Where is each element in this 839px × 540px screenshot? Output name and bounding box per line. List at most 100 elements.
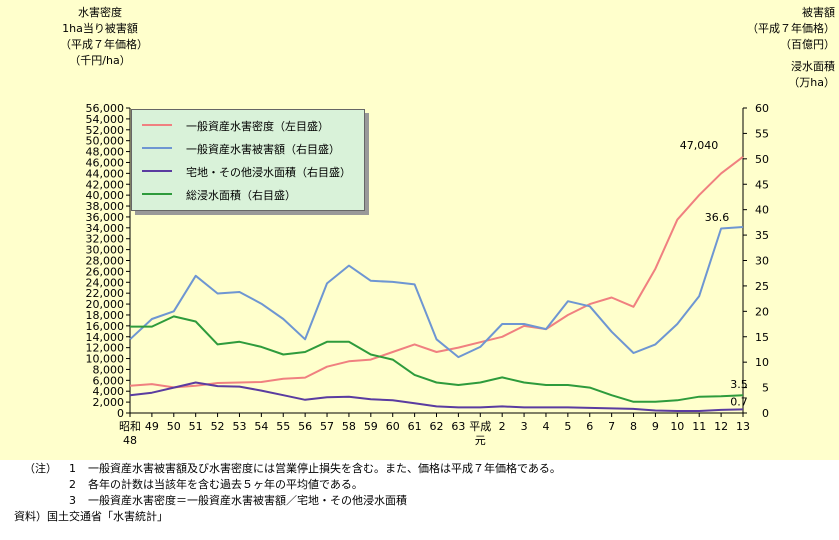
series-line-2 xyxy=(129,226,744,359)
y-right-tick-label: 30 xyxy=(755,255,769,268)
x-tick-label: 52 xyxy=(211,420,225,433)
x-tick-label: 昭和 xyxy=(119,420,141,433)
x-tick-label: 13 xyxy=(736,420,750,433)
data-label: 0.7 xyxy=(730,395,748,408)
footnotes: （注） 1 一般資産水害被害額及び水害密度には営業停止損失を含む。また、価格は平… xyxy=(0,462,839,538)
y-left-tick-label: 0 xyxy=(117,407,124,420)
y-left-tick-label: 52,000 xyxy=(86,124,125,137)
legend-line-total-area xyxy=(142,193,172,195)
y-right-tick-label: 50 xyxy=(755,153,769,166)
data-labels: 47,040 36.6 3.5 0.7 xyxy=(680,139,748,409)
y-left-tick-label: 6,000 xyxy=(93,374,125,387)
y-left-tick-label: 12,000 xyxy=(86,342,125,355)
y-right-tick-label: 0 xyxy=(762,407,769,420)
x-tick-label: 4 xyxy=(542,420,549,433)
series-line-3 xyxy=(129,381,744,412)
y-left-tick-label: 8,000 xyxy=(93,363,125,376)
y-left-tick-label: 16,000 xyxy=(86,320,125,333)
x-tick-label: 8 xyxy=(630,420,637,433)
note-text: 各年の計数は当該年を含む過去５ヶ年の平均値である。 xyxy=(88,478,363,491)
right-axis-title-line: 浸水面積 xyxy=(791,60,835,73)
legend-label: 宅地・その他浸水面積（右目盛） xyxy=(186,166,351,179)
y-left-tick-label: 2,000 xyxy=(93,396,125,409)
legend-item: 宅地・その他浸水面積（右目盛） xyxy=(132,162,364,182)
legend-item: 一般資産水害被害額（右目盛） xyxy=(132,139,364,159)
y-left-tick-label: 26,000 xyxy=(86,265,125,278)
right-axis-title-line: （平成７年価格） xyxy=(747,22,835,35)
note-text: 一般資産水害密度＝一般資産水害被害額／宅地・その他浸水面積 xyxy=(88,494,407,507)
x-tick-label: 54 xyxy=(254,420,268,433)
x-tick-label: 56 xyxy=(298,420,312,433)
source-note: 資料）国土交通省「水害統計」 xyxy=(14,510,168,523)
y-right-tick-label: 10 xyxy=(755,356,769,369)
x-tick-label: 57 xyxy=(320,420,334,433)
x-tick-label: 9 xyxy=(652,420,659,433)
x-tick-label: 平成 xyxy=(469,420,491,433)
legend-label: 一般資産水害被害額（右目盛） xyxy=(186,143,340,156)
y-left-tick-label: 32,000 xyxy=(86,233,125,246)
x-tick-label: 62 xyxy=(430,420,444,433)
line-chart: 02,0004,0006,0008,00010,00012,00014,0001… xyxy=(86,102,770,447)
x-tick-label: 12 xyxy=(714,420,728,433)
y-right-tick-label: 60 xyxy=(755,102,769,115)
legend-item: 一般資産水害密度（左目盛） xyxy=(132,116,364,136)
note-text: 一般資産水害被害額及び水害密度には営業停止損失を含む。また、価格は平成７年価格で… xyxy=(88,462,561,475)
data-label: 36.6 xyxy=(705,211,730,224)
y-left-tick-label: 38,000 xyxy=(86,200,125,213)
y-right-tick-label: 15 xyxy=(755,331,769,344)
x-tick-label: 58 xyxy=(342,420,356,433)
y-right-tick-label: 25 xyxy=(755,280,769,293)
right-axis-title-line: （百億円） xyxy=(780,38,835,51)
left-axis-title-line: （千円/ha） xyxy=(69,54,131,67)
y-left-tick-label: 22,000 xyxy=(86,287,125,300)
note-number: 1 xyxy=(69,462,76,475)
x-tick-label: 50 xyxy=(167,420,181,433)
y-left-tick-label: 28,000 xyxy=(86,255,125,268)
left-axis-title-line: 水害密度 xyxy=(78,6,122,19)
x-tick-label: 53 xyxy=(232,420,246,433)
x-tick-label: 3 xyxy=(521,420,528,433)
note-number: 2 xyxy=(69,478,76,491)
y-left-tick-label: 44,000 xyxy=(86,167,125,180)
x-tick-label: 63 xyxy=(451,420,465,433)
note-mark: （注） xyxy=(24,462,57,475)
y-left-tick-label: 54,000 xyxy=(86,113,125,126)
x-tick-label: 2 xyxy=(499,420,506,433)
x-tick-label: 7 xyxy=(608,420,615,433)
series-lines xyxy=(129,156,744,412)
series-line-1 xyxy=(129,156,744,389)
y-right-tick-label: 40 xyxy=(755,204,769,217)
y-right-tick-label: 35 xyxy=(755,229,769,242)
legend-label: 総浸水面積（右目盛） xyxy=(186,189,296,202)
x-tick-label: 48 xyxy=(123,434,137,447)
series-line-4 xyxy=(130,315,744,403)
legend: 一般資産水害密度（左目盛） 一般資産水害被害額（右目盛） 宅地・その他浸水面積（… xyxy=(131,109,365,211)
x-tick-label: 60 xyxy=(386,420,400,433)
y-left-tick-label: 40,000 xyxy=(86,189,125,202)
y-right-tick-label: 55 xyxy=(755,127,769,140)
x-tick-label: 59 xyxy=(364,420,378,433)
x-tick-label: 6 xyxy=(586,420,593,433)
y-left-tick-label: 20,000 xyxy=(86,298,125,311)
right-axis-title-line: （万ha） xyxy=(788,76,835,89)
y-left-tick-label: 42,000 xyxy=(86,178,125,191)
y-left-tick-label: 4,000 xyxy=(93,385,125,398)
x-tick-label: 10 xyxy=(670,420,684,433)
chart-panel: 水害密度 1ha当り被害額 （平成７年価格） （千円/ha） 被害額 （平成７年… xyxy=(0,0,839,460)
y-left-tick-label: 36,000 xyxy=(86,211,125,224)
legend-line-residential-area xyxy=(142,170,172,172)
x-tick-label: 55 xyxy=(276,420,290,433)
y-left-tick-label: 34,000 xyxy=(86,222,125,235)
y-left-tick-label: 50,000 xyxy=(86,135,125,148)
x-tick-label: 5 xyxy=(564,420,571,433)
x-tick-label: 元 xyxy=(475,434,486,447)
data-label: 47,040 xyxy=(680,139,719,152)
y-right-tick-label: 5 xyxy=(762,382,769,395)
x-tick-label: 51 xyxy=(189,420,203,433)
y-right-tick-label: 20 xyxy=(755,305,769,318)
y-right-tick-label: 45 xyxy=(755,178,769,191)
x-tick-label: 61 xyxy=(408,420,422,433)
y-left-tick-label: 14,000 xyxy=(86,331,125,344)
y-left-tick-label: 18,000 xyxy=(86,309,125,322)
